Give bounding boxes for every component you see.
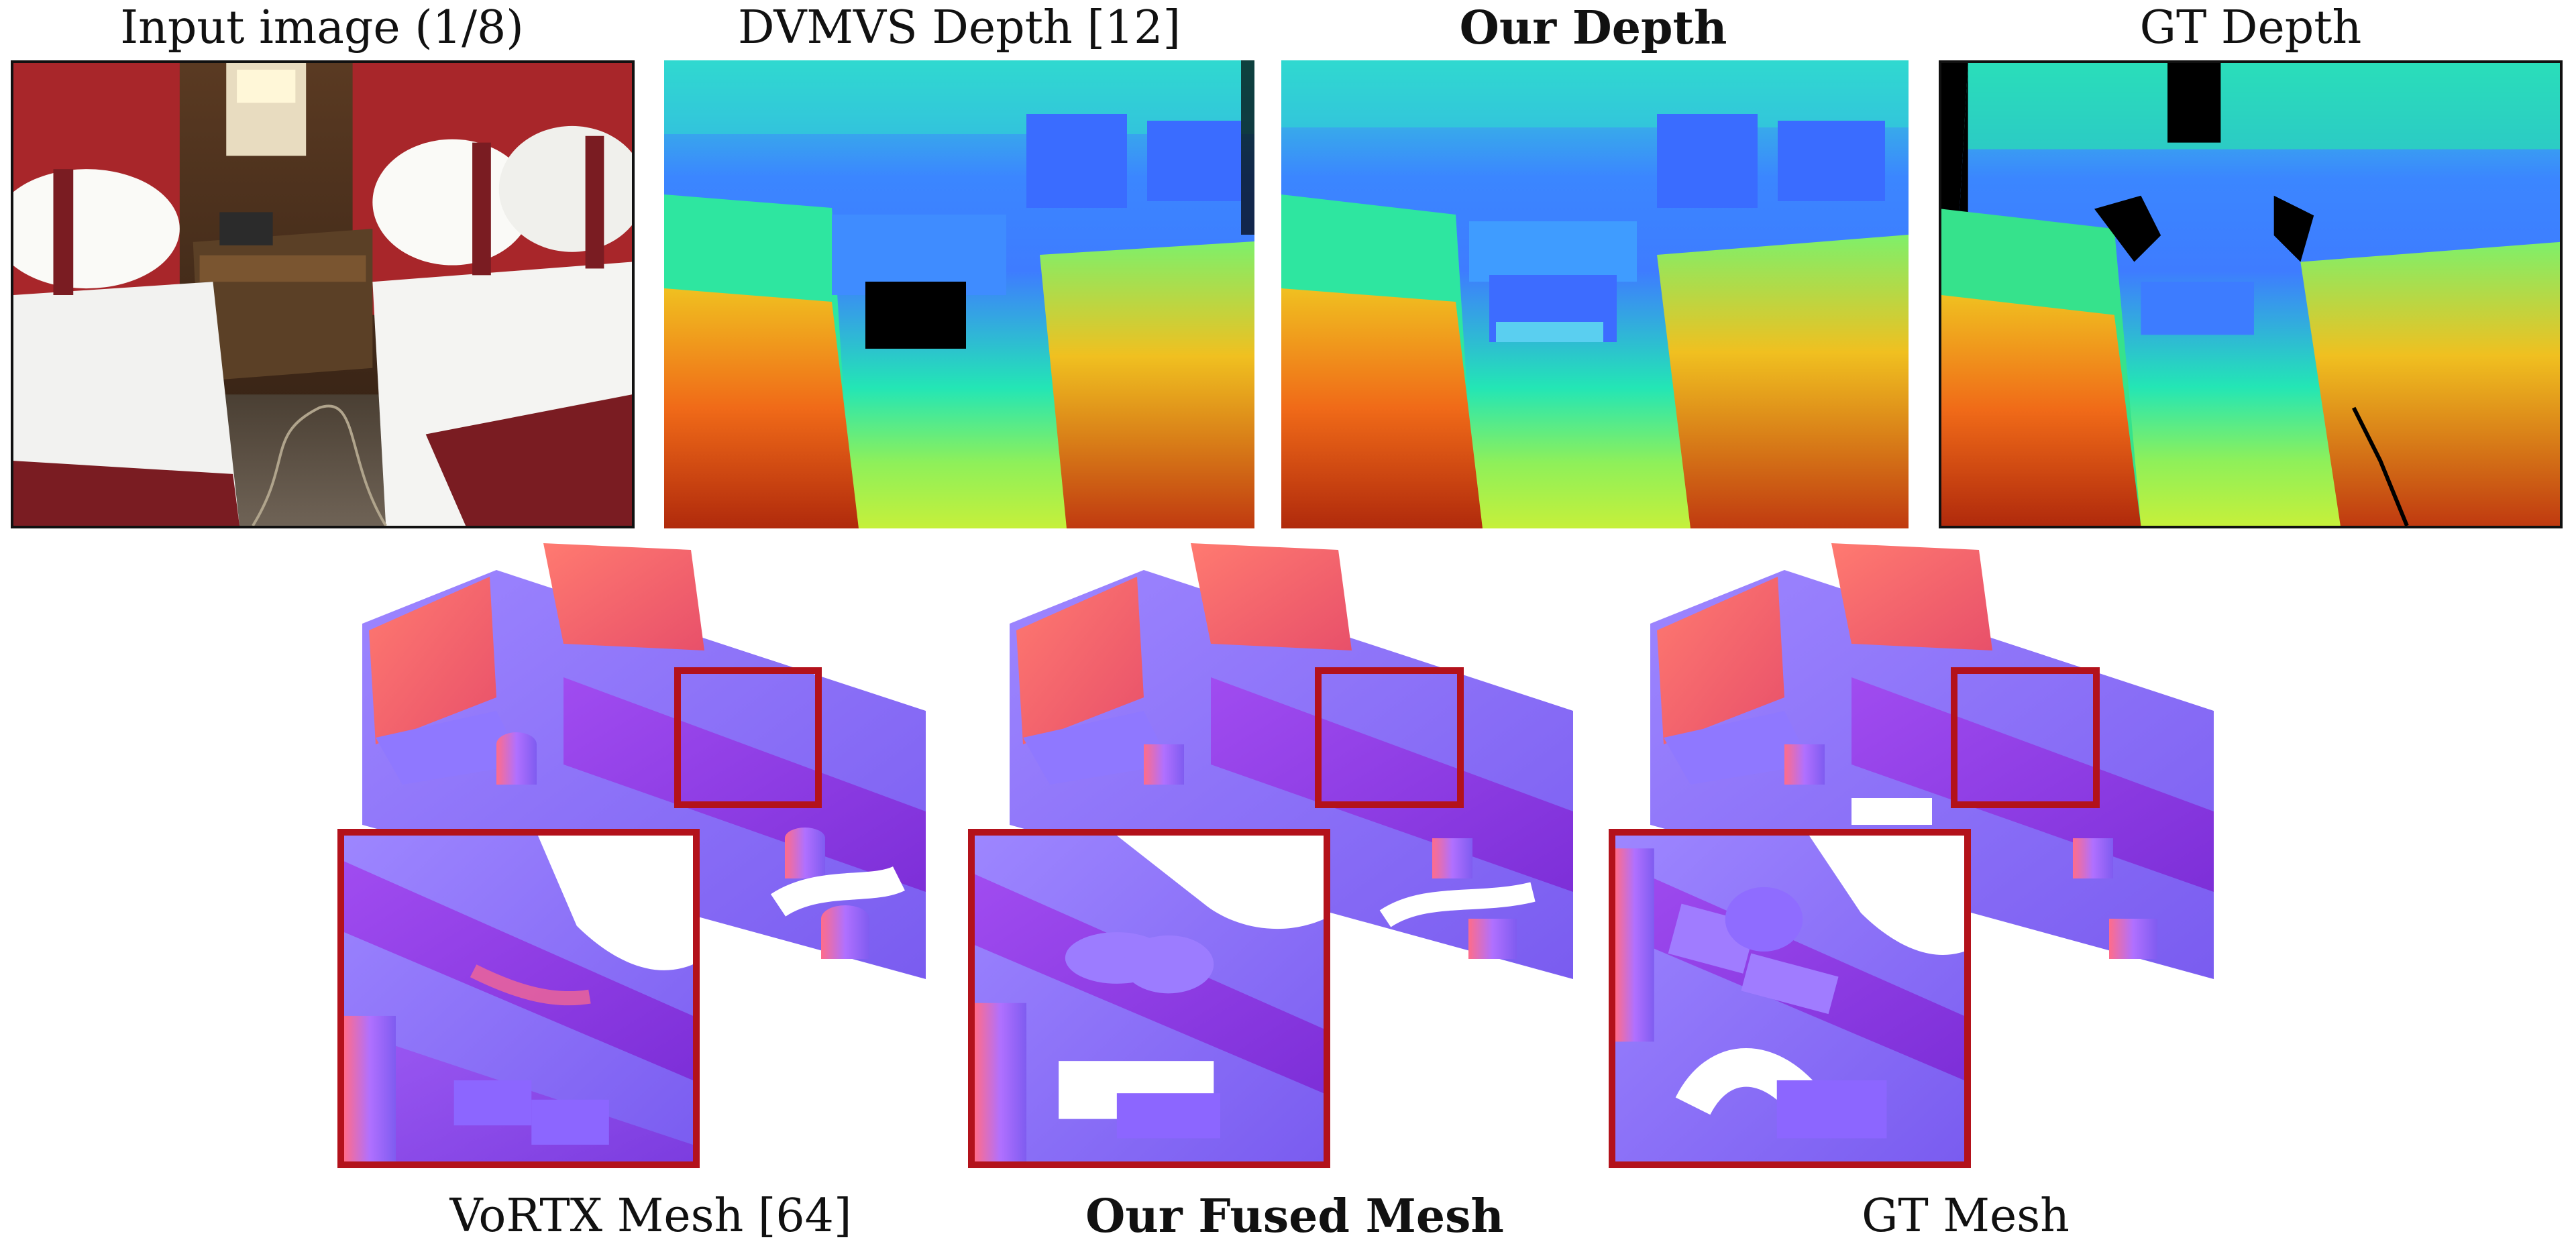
input-image-panel bbox=[11, 60, 635, 528]
label-vortx-mesh: VoRTX Mesh [64] bbox=[449, 1190, 852, 1243]
label-our-fused-mesh: Our Fused Mesh bbox=[1085, 1190, 1504, 1243]
gt-depth-panel bbox=[1939, 60, 2563, 528]
gt-mesh-zoom-indicator bbox=[1951, 667, 2100, 808]
label-gt-mesh: GT Mesh bbox=[1862, 1190, 2070, 1243]
vortx-zoom-render bbox=[344, 836, 693, 1161]
label-dvmvs-depth: DVMVS Depth [12] bbox=[738, 1, 1181, 54]
our-mesh-zoom-render bbox=[975, 836, 1324, 1161]
vortx-zoom-indicator bbox=[674, 667, 822, 808]
gt-mesh-panel bbox=[1650, 543, 2214, 986]
gt-depth-map bbox=[1941, 63, 2560, 526]
vortx-mesh-panel bbox=[362, 543, 926, 986]
our-depth-panel bbox=[1281, 60, 1909, 528]
bedroom-photo bbox=[13, 63, 632, 526]
our-mesh-panel bbox=[1010, 543, 1573, 986]
dvmvs-depth-map bbox=[664, 60, 1254, 528]
dvmvs-depth-panel bbox=[664, 60, 1254, 528]
label-input-image: Input image (1/8) bbox=[120, 1, 524, 54]
gt-mesh-zoom-render bbox=[1615, 836, 1964, 1161]
label-gt-depth: GT Depth bbox=[2139, 1, 2362, 54]
gt-mesh-zoom-inset bbox=[1609, 829, 1971, 1168]
our-depth-map bbox=[1281, 60, 1909, 528]
our-mesh-zoom-indicator bbox=[1315, 667, 1464, 808]
our-mesh-zoom-inset bbox=[968, 829, 1330, 1168]
label-our-depth: Our Depth bbox=[1459, 1, 1727, 55]
vortx-zoom-inset bbox=[337, 829, 700, 1168]
